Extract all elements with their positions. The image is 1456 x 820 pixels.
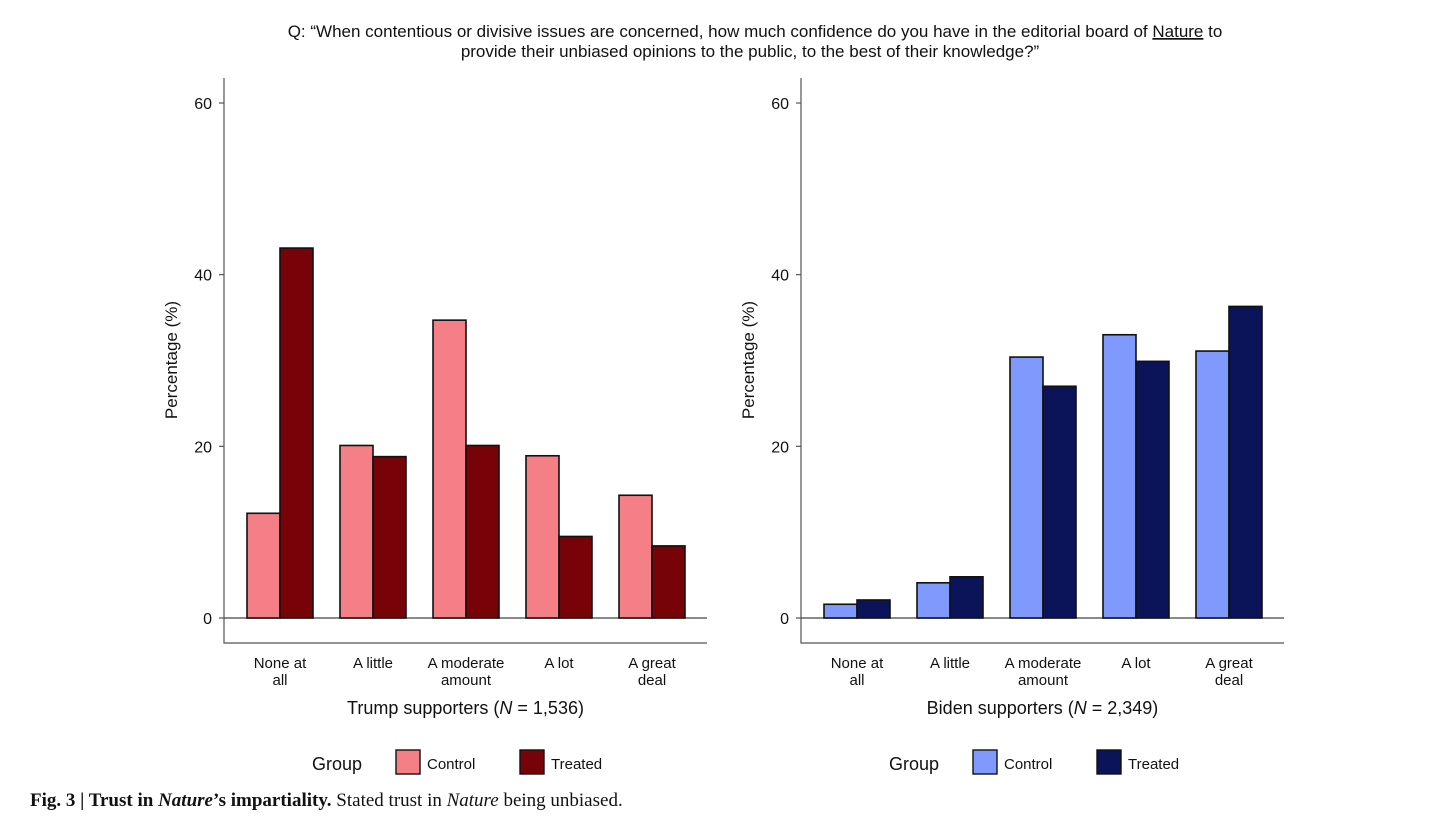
bar-control-2 xyxy=(339,444,374,619)
x-tick-label: deal xyxy=(638,672,666,689)
x-tick-label: A great xyxy=(628,655,676,672)
question-emph: Nature xyxy=(1152,22,1203,41)
x-tick-label: amount xyxy=(441,672,492,689)
legend-label-control: Control xyxy=(427,756,475,773)
legend: Group Control Treated xyxy=(312,749,602,775)
y-tick-label: 20 xyxy=(194,439,212,456)
bar-treated-5 xyxy=(651,545,686,619)
y-tick-label: 0 xyxy=(203,611,212,628)
x-axis-title-prefix: Biden supporters ( xyxy=(927,698,1074,718)
bar-treated-2 xyxy=(372,455,407,619)
x-axis-title-n: N xyxy=(499,698,513,718)
bar-treated-3 xyxy=(465,444,500,619)
bar-control-2 xyxy=(916,582,951,619)
y-tick-label: 0 xyxy=(780,611,789,628)
x-tick-label: all xyxy=(272,672,287,689)
legend-swatch-control xyxy=(395,749,421,775)
question-prefix: Q: “When contentious or divisive issues … xyxy=(288,22,1153,41)
legend-swatch-treated xyxy=(1096,749,1122,775)
x-axis-title: Biden supporters (N = 2,349) xyxy=(927,698,1159,718)
question-line-1: Q: “When contentious or divisive issues … xyxy=(288,22,1223,41)
bar-control-1 xyxy=(246,512,281,619)
bar-treated-3 xyxy=(1042,385,1077,619)
caption-text: Stated trust in xyxy=(332,790,447,811)
x-axis-title-suffix: = 2,349) xyxy=(1087,698,1159,718)
bar-control-5 xyxy=(1195,350,1230,619)
bar-treated-2 xyxy=(949,575,984,619)
x-tick-label: A moderate xyxy=(428,655,505,672)
legend-label-treated: Treated xyxy=(1128,756,1179,773)
bar-control-1 xyxy=(823,603,858,619)
y-tick-label: 60 xyxy=(194,96,212,113)
bar-control-4 xyxy=(1102,333,1137,619)
bar-treated-5 xyxy=(1228,305,1263,619)
caption-fig-italic: Nature xyxy=(157,790,213,811)
legend-swatch-control xyxy=(972,749,998,775)
x-tick-label: deal xyxy=(1215,672,1243,689)
legend-title: Group xyxy=(312,754,362,774)
y-axis-label: Percentage (%) xyxy=(739,301,758,419)
x-tick-label: A moderate xyxy=(1005,655,1082,672)
x-tick-label: A little xyxy=(353,655,393,672)
bar-control-4 xyxy=(525,454,560,619)
y-tick-label: 40 xyxy=(771,268,789,285)
bar-treated-4 xyxy=(558,535,593,619)
bar-treated-1 xyxy=(279,247,314,619)
y-tick-label: 60 xyxy=(771,96,789,113)
legend-swatch-treated xyxy=(519,749,545,775)
x-axis-title-prefix: Trump supporters ( xyxy=(347,698,499,718)
bar-treated-4 xyxy=(1135,360,1170,619)
legend-label-control: Control xyxy=(1004,756,1052,773)
x-tick-label: all xyxy=(849,672,864,689)
bar-control-3 xyxy=(432,319,467,619)
bar-treated-1 xyxy=(856,599,891,619)
y-axis-label: Percentage (%) xyxy=(162,301,181,419)
caption-text-italic: Nature xyxy=(446,790,499,811)
legend-label-treated: Treated xyxy=(551,756,602,773)
x-tick-label: A little xyxy=(930,655,970,672)
bar-control-5 xyxy=(618,494,653,619)
question-suffix: to xyxy=(1203,22,1222,41)
x-tick-label: amount xyxy=(1018,672,1069,689)
x-tick-label: None at xyxy=(831,655,884,672)
caption-fig-rest: ’s impartiality. xyxy=(213,790,332,811)
axis-line xyxy=(800,78,1284,644)
x-tick-label: A lot xyxy=(544,655,574,672)
legend: Group Control Treated xyxy=(889,749,1179,775)
x-tick-label: A lot xyxy=(1121,655,1151,672)
x-axis-title-n: N xyxy=(1074,698,1088,718)
axis-line xyxy=(223,78,707,644)
x-tick-label: None at xyxy=(254,655,307,672)
x-tick-label: A great xyxy=(1205,655,1253,672)
caption-fig: Fig. 3 | Trust in xyxy=(30,790,158,811)
figure-caption: Fig. 3 | Trust in Nature’s impartiality.… xyxy=(30,790,623,811)
bar-control-3 xyxy=(1009,356,1044,619)
question-line-2: provide their unbiased opinions to the p… xyxy=(461,42,1040,61)
x-axis-title: Trump supporters (N = 1,536) xyxy=(347,698,584,718)
caption-text-rest: being unbiased. xyxy=(499,790,623,811)
x-axis-title-suffix: = 1,536) xyxy=(512,698,584,718)
y-tick-label: 40 xyxy=(194,268,212,285)
y-tick-label: 20 xyxy=(771,439,789,456)
legend-title: Group xyxy=(889,754,939,774)
